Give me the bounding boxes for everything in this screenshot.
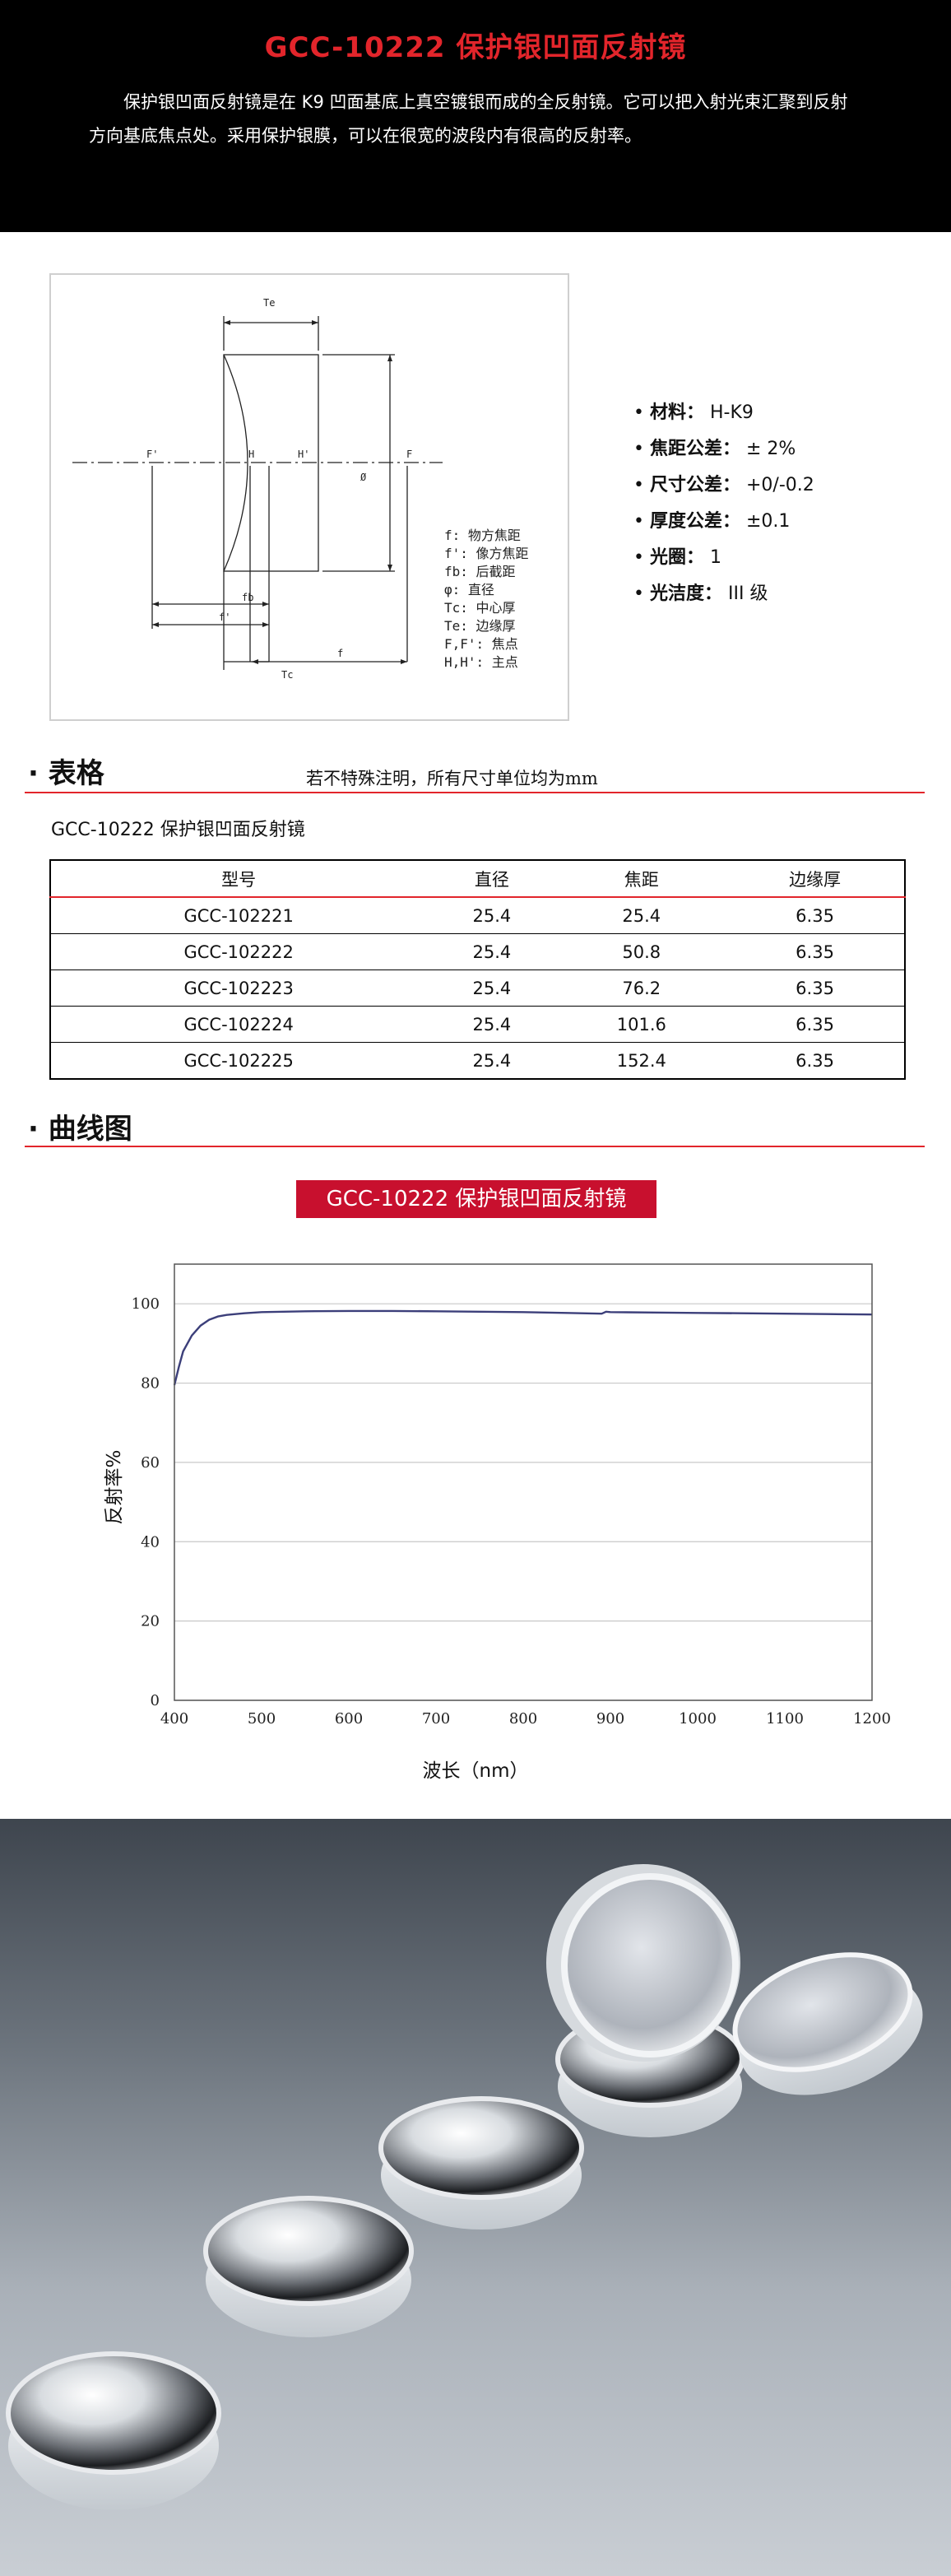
label-fb: fb [242, 592, 253, 603]
col-header-focal-length: 焦距 [557, 860, 726, 898]
x-tick-label: 500 [248, 1710, 276, 1727]
spec-surface-quality: • 光洁度： III 级 [633, 584, 768, 604]
x-tick-label: 1100 [766, 1710, 804, 1727]
table-row: GCC-102225 25.4 152.4 6.35 [50, 1042, 905, 1079]
mirrors-illustration [6, 1864, 923, 2510]
mirror-2 [203, 2196, 414, 2337]
x-tick-label: 700 [422, 1710, 450, 1727]
legend-item: Tc: 中心厚 [444, 600, 516, 616]
legend-item: f': 像方焦距 [444, 546, 529, 561]
x-tick-label: 900 [596, 1710, 624, 1727]
y-tick-label: 80 [141, 1375, 160, 1393]
table-section-title: · 表格 [28, 757, 104, 790]
legend-item: H,H': 主点 [444, 654, 518, 670]
label-te: Te [263, 297, 275, 309]
plot-area-frame [174, 1263, 873, 1701]
x-tick-label: 800 [509, 1710, 537, 1727]
label-f-focal: F [406, 449, 412, 460]
table-header-row: 型号 直径 焦距 边缘厚 [50, 860, 905, 898]
diagram-drawing: Te F' H H' F Ø fb f' Tc f f: 物方焦距 f': 像方… [72, 297, 529, 681]
legend-item: φ: 直径 [444, 582, 494, 598]
x-tick-label: 400 [160, 1710, 188, 1727]
spec-aperture: • 光圈： 1 [633, 547, 721, 568]
series-line [173, 1309, 873, 1386]
table-row: GCC-102223 25.4 76.2 6.35 [50, 969, 905, 1007]
label-f-prime-dim: f' [219, 611, 230, 623]
reflectance-chart: 0 20 40 60 80 100 400 500 600 700 800 900 1000 1100 1… [132, 1263, 891, 1727]
section-divider [25, 1146, 925, 1147]
header-banner: GCC-10222 保护银凹面反射镜 保护银凹面反射镜是在 K9 凹面基底上真空… [0, 0, 951, 232]
product-photo [0, 1819, 951, 2576]
y-tick-label: 20 [141, 1613, 160, 1630]
mirror-1 [6, 2351, 221, 2510]
table-caption: GCC-10222 保护银凹面反射镜 [51, 820, 305, 840]
table-row: GCC-102221 25.4 25.4 6.35 [183, 905, 834, 926]
col-header-edge-thickness: 边缘厚 [726, 860, 905, 898]
col-header-model: 型号 [50, 860, 427, 898]
spec-list: • 材料： H-K9 • 焦距公差： ± 2% • 尺寸公差： +0/-0.2 … [633, 395, 930, 612]
spec-size-tolerance: • 尺寸公差： +0/-0.2 [633, 475, 814, 495]
legend-item: Te: 边缘厚 [444, 618, 516, 634]
chart-x-axis-label: 波长（nm） [422, 1760, 529, 1782]
page-title: GCC-10222 保护银凹面反射镜 [264, 31, 687, 64]
y-tick-label: 100 [132, 1295, 160, 1313]
table-row: GCC-102224 25.4 101.6 6.35 [50, 1006, 905, 1043]
mirror-standing [546, 1864, 740, 2062]
x-tick-label: 1000 [679, 1710, 717, 1727]
section-divider [25, 792, 925, 793]
col-header-diameter: 直径 [426, 860, 558, 898]
unit-note: 若不特殊注明，所有尺寸单位均为mm [306, 769, 598, 788]
mirror-right [732, 1952, 923, 2095]
optical-diagram: Te F' H H' F Ø fb f' Tc f f: 物方焦距 f': 像方… [49, 273, 569, 721]
x-tick-label: 1200 [853, 1710, 891, 1727]
legend-item: fb: 后截距 [444, 564, 516, 579]
product-table: 型号 直径 焦距 边缘厚 GCC-102221 25.4 25.4 6.35 GCC-… [49, 859, 906, 1080]
legend-item: f: 物方焦距 [444, 528, 521, 543]
spec-focal-tolerance: • 焦距公差： ± 2% [633, 439, 796, 459]
legend-item: F,F': 焦点 [444, 636, 518, 652]
label-h: H [248, 449, 254, 460]
label-f-dim: f [337, 648, 343, 659]
y-tick-label: 40 [141, 1533, 160, 1551]
label-diameter: Ø [360, 472, 367, 483]
curve-section-title: · 曲线图 [28, 1113, 132, 1146]
spec-material: • 材料： H-K9 [633, 402, 754, 423]
product-description: 保护银凹面反射镜是在 K9 凹面基底上真空镀银而成的全反射镜。它可以把入射光束汇… [89, 92, 848, 146]
chart-title: GCC-10222 保护银凹面反射镜 [296, 1180, 656, 1218]
label-h-prime: H' [298, 449, 309, 460]
label-f-prime: F' [146, 449, 158, 460]
label-tc: Tc [281, 669, 293, 681]
x-tick-label: 600 [335, 1710, 363, 1727]
y-tick-label: 60 [141, 1454, 160, 1472]
y-tick-label: 0 [151, 1692, 160, 1709]
mirror-3 [378, 2096, 584, 2230]
spec-thickness-tolerance: • 厚度公差： ±0.1 [633, 511, 791, 532]
table-row: GCC-102222 25.4 50.8 6.35 [50, 933, 905, 970]
